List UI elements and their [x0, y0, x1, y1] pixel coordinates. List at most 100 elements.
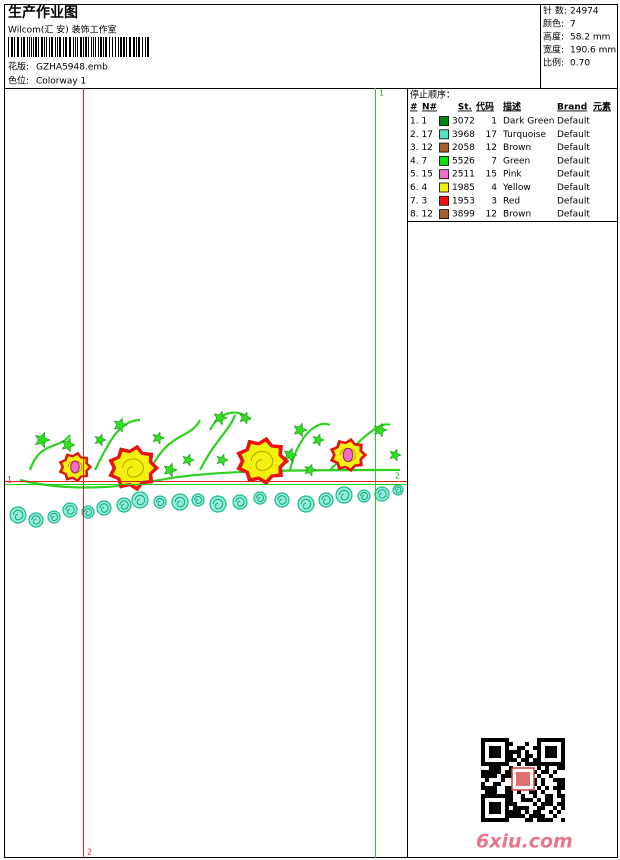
qr-module — [481, 762, 485, 766]
thread-brand: Default — [557, 196, 590, 206]
barcode-bar — [120, 37, 122, 57]
qr-module — [533, 794, 537, 798]
qr-module — [537, 798, 541, 802]
qr-module — [517, 814, 521, 818]
barcode-bar — [138, 37, 140, 57]
qr-module — [525, 810, 529, 814]
qr-module — [481, 750, 485, 754]
qr-module — [489, 762, 493, 766]
row-index: 1. 1 — [410, 117, 427, 127]
thread-code: 2511 — [452, 170, 475, 180]
qr-module — [481, 754, 485, 758]
qr-module — [549, 774, 553, 778]
swirl-spiral — [174, 496, 186, 508]
qr-module — [549, 750, 553, 754]
qr-module — [553, 786, 557, 790]
qr-module — [481, 818, 485, 822]
leaf — [216, 453, 229, 467]
swirl-spiral — [193, 495, 203, 505]
color-swatch — [439, 116, 449, 126]
qr-module — [489, 810, 493, 814]
flower-swirl — [250, 451, 274, 471]
thread-code: 3968 — [452, 130, 475, 140]
qr-module — [517, 806, 521, 810]
qr-module — [509, 766, 513, 770]
qr-module — [549, 802, 553, 806]
qr-module — [561, 762, 565, 766]
qr-module — [493, 818, 497, 822]
qr-module — [497, 746, 501, 750]
qr-module — [529, 814, 533, 818]
qr-module — [481, 774, 485, 778]
qr-module — [509, 810, 513, 814]
qr-module — [553, 738, 557, 742]
color-swatch — [439, 129, 449, 140]
page-frame — [4, 4, 618, 858]
qr-module — [525, 750, 529, 754]
thread-description: Pink — [503, 170, 522, 180]
qr-module — [481, 738, 485, 742]
swirl-spiral — [377, 489, 387, 499]
qr-module — [557, 782, 561, 786]
qr-module — [561, 782, 565, 786]
qr-module — [485, 818, 489, 822]
barcode-bar — [49, 37, 50, 57]
qr-module — [561, 758, 565, 762]
swirl — [9, 506, 27, 524]
leaf — [373, 422, 388, 438]
thread-brand: Default — [557, 130, 590, 140]
design-label: 花版: — [8, 61, 29, 73]
barcode-bar — [88, 37, 89, 57]
qr-module — [525, 798, 529, 802]
barcode-bar — [14, 37, 15, 57]
qr-module — [505, 758, 509, 762]
swirl-spiral — [338, 489, 350, 501]
swirl — [62, 502, 78, 518]
thread-description: Brown — [503, 143, 531, 153]
qr-module — [553, 762, 557, 766]
qr-module — [493, 738, 497, 742]
qr-module — [525, 762, 529, 766]
barcode-bar — [75, 37, 76, 57]
qr-module — [553, 814, 557, 818]
qr-module — [493, 790, 497, 794]
swirl-spiral — [235, 497, 245, 507]
leaf — [283, 447, 298, 463]
qr-module — [557, 802, 561, 806]
qr-module — [489, 802, 493, 806]
qr-module — [497, 818, 501, 822]
qr-module — [497, 750, 501, 754]
qr-module — [537, 754, 541, 758]
qr-module — [489, 818, 493, 822]
qr-module — [489, 770, 493, 774]
qr-module — [541, 806, 545, 810]
qr-module — [497, 806, 501, 810]
swirl-spiral — [359, 491, 369, 501]
stat-label: 颜色: — [543, 18, 564, 30]
qr-module — [493, 762, 497, 766]
qr-module — [521, 806, 525, 810]
qr-module — [505, 786, 509, 790]
thread-brand: Default — [557, 143, 590, 153]
qr-module — [525, 742, 529, 746]
barcode-bar — [77, 37, 78, 57]
qr-module — [561, 742, 565, 746]
qr-module — [513, 810, 517, 814]
qr-module — [497, 766, 501, 770]
qr-module — [549, 794, 553, 798]
qr-module — [481, 742, 485, 746]
qr-module — [545, 746, 549, 750]
vine — [19, 468, 401, 489]
qr-module — [501, 762, 505, 766]
qr-module — [549, 754, 553, 758]
qr-module — [481, 782, 485, 786]
color-swatch — [439, 142, 449, 153]
barcode-bar — [33, 37, 34, 57]
column-header: N# — [422, 103, 437, 113]
qr-module — [553, 754, 557, 758]
qr-module — [557, 794, 561, 798]
qr-module — [541, 770, 545, 774]
qr-module — [557, 738, 561, 742]
swirl — [232, 494, 248, 510]
qr-module — [513, 806, 517, 810]
